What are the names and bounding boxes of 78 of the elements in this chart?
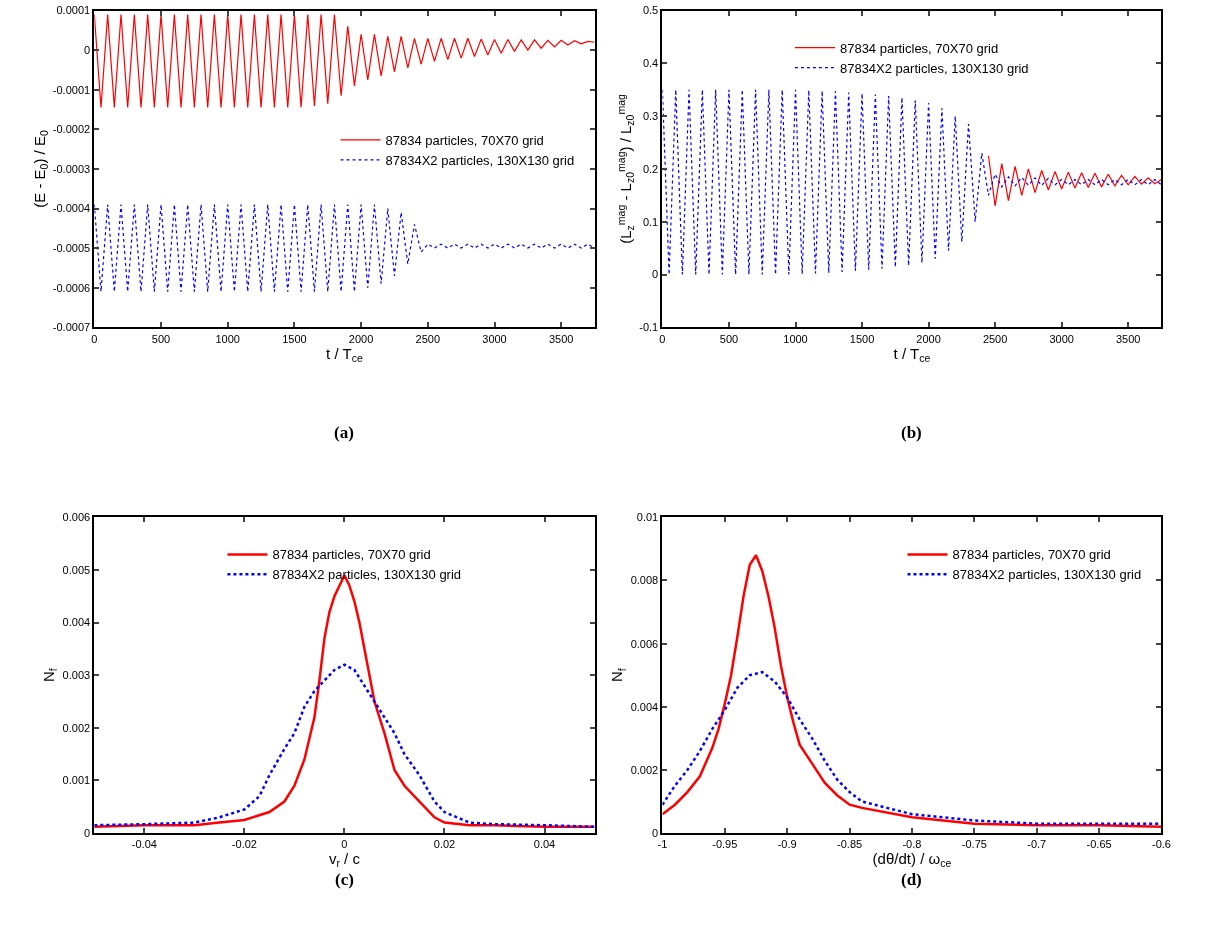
- y-tick-label: -0.0001: [52, 83, 91, 96]
- x-tick-label: -0.85: [837, 838, 863, 851]
- x-tick-label: -0.65: [1086, 838, 1112, 851]
- x-tick-label: 3000: [482, 332, 507, 345]
- legend-label: 87834 particles, 70X70 grid: [272, 547, 431, 563]
- legend-label: 87834 particles, 70X70 grid: [385, 132, 544, 148]
- x-tick-label: -0.8: [902, 838, 922, 851]
- y-tick-label: 0: [84, 826, 91, 839]
- legend-label: 87834 particles, 70X70 grid: [839, 40, 999, 56]
- y-tick-label: -0.1: [639, 321, 659, 334]
- text: (c): [335, 870, 354, 889]
- legend-label: 87834X2 particles, 130X130 grid: [952, 567, 1142, 583]
- y-tick-label: 0.005: [62, 563, 91, 576]
- legend-label: 87834X2 particles, 130X130 grid: [839, 60, 1029, 76]
- y-tick-label: 0.008: [630, 574, 659, 587]
- legend-label: 87834X2 particles, 130X130 grid: [385, 152, 575, 168]
- y-tick-label: 0.5: [642, 4, 659, 17]
- y-tick-label: 0.003: [62, 669, 91, 682]
- x-tick-label: 3000: [1049, 332, 1074, 345]
- x-tick-label: 2500: [415, 332, 441, 345]
- x-axis-title: t / T$_{ce}$: [893, 344, 931, 364]
- y-tick-label: 0.3: [642, 110, 659, 123]
- line-series: [94, 203, 595, 293]
- y-tick-label: 0.0001: [56, 4, 91, 17]
- y-tick-label: -0.0006: [52, 281, 91, 294]
- x-tick-label: -1: [657, 838, 668, 851]
- y-tick-label: 0.006: [62, 511, 91, 524]
- y-tick-label: -0.0004: [52, 202, 91, 215]
- y-tick-label: 0.2: [642, 162, 659, 175]
- line-series: [987, 155, 1162, 207]
- legend-label: 87834 particles, 70X70 grid: [952, 547, 1111, 563]
- y-tick-label: -0.0002: [52, 123, 91, 136]
- y-tick-label: 0.002: [62, 721, 91, 734]
- y-tick-label: 0.1: [642, 215, 659, 228]
- x-tick-label: -0.02: [231, 838, 257, 851]
- x-tick-label: -0.95: [712, 838, 738, 851]
- line-series: [94, 13, 595, 109]
- legend-label: 87834X2 particles, 130X130 grid: [272, 567, 462, 583]
- x-tick-label: 2000: [916, 332, 941, 345]
- y-tick-label: 0: [652, 826, 659, 839]
- y-tick-label: 0.001: [62, 774, 91, 787]
- x-tick-label: 0: [341, 838, 348, 851]
- y-tick-label: 0: [652, 268, 659, 281]
- x-tick-label: -0.04: [131, 838, 157, 851]
- x-axis-title: (dθ/dt) / ω$_{ce}$: [872, 850, 952, 870]
- x-tick-label: 1500: [849, 332, 875, 345]
- x-tick-label: 3500: [548, 332, 574, 345]
- y-tick-label: 0.01: [636, 511, 659, 524]
- x-tick-label: 1000: [783, 332, 808, 345]
- y-tick-label: 0: [84, 44, 91, 57]
- line-series: [662, 89, 1162, 276]
- x-tick-label: -0.6: [1151, 838, 1171, 851]
- x-tick-label: 2500: [982, 332, 1008, 345]
- x-tick-label: 0.04: [533, 838, 556, 851]
- y-tick-label: 0.004: [630, 700, 659, 713]
- y-tick-label: 0.004: [62, 616, 91, 629]
- text: (d): [901, 870, 922, 889]
- y-tick-label: 0.4: [642, 57, 659, 70]
- x-tick-label: -0.75: [961, 838, 987, 851]
- x-axis-title: t / T$_{ce}$: [326, 344, 363, 364]
- y-tick-label: -0.0007: [52, 321, 91, 334]
- y-tick-label: 0.006: [630, 637, 659, 650]
- x-tick-label: 1000: [215, 332, 240, 345]
- x-tick-label: 3500: [1115, 332, 1141, 345]
- text: (b): [901, 423, 922, 442]
- x-tick-label: -0.9: [777, 838, 797, 851]
- x-tick-label: 500: [151, 332, 171, 345]
- x-tick-label: -0.7: [1027, 838, 1047, 851]
- x-tick-label: 500: [719, 332, 739, 345]
- text: (a): [334, 423, 354, 442]
- y-tick-label: -0.0005: [52, 241, 91, 254]
- line-series: [94, 663, 595, 829]
- y-tick-label: 0.002: [630, 763, 659, 776]
- y-tick-label: -0.0003: [52, 162, 91, 175]
- x-axis-title: v$_{r}$ / c: [328, 850, 361, 870]
- x-tick-label: 1500: [282, 332, 307, 345]
- x-tick-label: 0.02: [433, 838, 456, 851]
- x-tick-label: 2000: [348, 332, 374, 345]
